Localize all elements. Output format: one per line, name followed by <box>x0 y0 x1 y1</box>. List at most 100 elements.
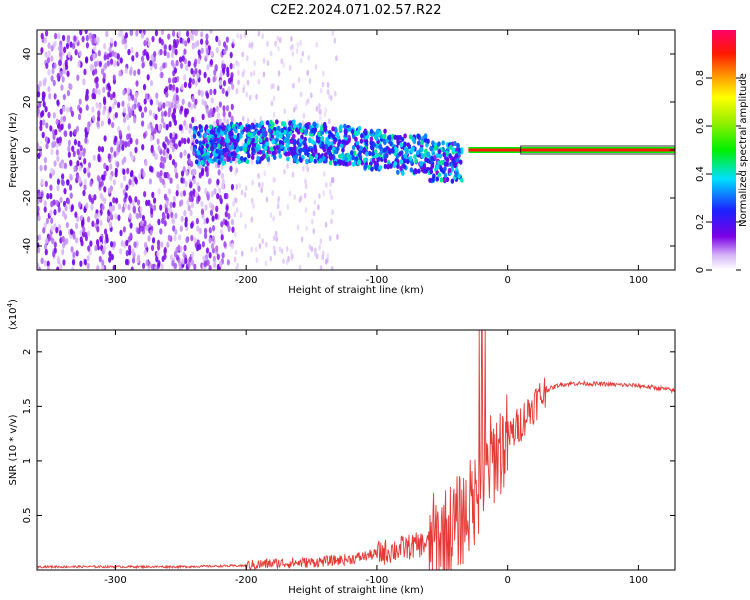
heatmap-cell <box>220 234 224 241</box>
heatmap-cell <box>151 191 155 199</box>
heatmap-cell <box>276 85 280 92</box>
heatmap-cell <box>302 139 306 146</box>
heatmap-cell <box>179 152 183 159</box>
heatmap-cell <box>324 221 328 228</box>
heatmap-cell <box>333 37 337 44</box>
heatmap-cell <box>51 67 55 75</box>
heatmap-cell <box>229 165 233 172</box>
heatmap-cell <box>429 169 434 175</box>
heatmap-cell <box>44 105 48 113</box>
heatmap-cell <box>183 149 187 156</box>
heatmap-cell <box>406 142 411 148</box>
heatmap-cell <box>251 147 255 153</box>
heatmap-cell <box>169 201 173 209</box>
heatmap-cell <box>158 37 162 44</box>
heatmap-cell <box>235 137 240 143</box>
heatmap-cell <box>270 100 274 107</box>
heatmap-cell <box>295 127 299 133</box>
heatmap-cell <box>315 105 319 112</box>
heatmap-cell <box>426 152 431 158</box>
heatmap-cell <box>114 111 118 119</box>
heatmap-cell <box>121 33 125 40</box>
heatmap-cell <box>82 78 86 85</box>
heatmap-cell <box>158 101 162 109</box>
heatmap-cell <box>127 124 131 132</box>
heatmap-cell <box>241 51 244 58</box>
heatmap-cell <box>272 234 276 241</box>
heatmap-cell <box>81 35 85 43</box>
heatmap-cell <box>389 163 393 169</box>
heatmap-cell <box>211 110 215 118</box>
heatmap-cell <box>233 231 237 238</box>
heatmap-cell <box>210 242 215 250</box>
heatmap-cell <box>114 167 118 175</box>
heatmap-cell <box>163 44 168 51</box>
heatmap-cell <box>122 89 126 96</box>
heatmap-cell <box>107 118 111 125</box>
heatmap-cell <box>105 30 109 38</box>
heatmap-cell <box>143 219 147 227</box>
heatmap-cell <box>145 259 149 267</box>
heatmap-cell <box>90 197 95 205</box>
heatmap-cell <box>109 174 113 181</box>
heatmap-cell <box>204 204 208 211</box>
heatmap-cell <box>331 30 335 37</box>
heatmap-cell <box>213 88 217 95</box>
heatmap-cell <box>143 190 147 198</box>
heatmap-cell <box>178 261 182 268</box>
heatmap-cell <box>369 140 374 146</box>
heatmap-cell <box>68 184 73 191</box>
heatmap-cell <box>184 111 188 118</box>
heatmap-cell <box>201 167 205 174</box>
heatmap-cell <box>150 146 154 154</box>
x-tick-label: 0 <box>504 275 510 286</box>
colorbar-tick-label: 0 <box>695 267 706 273</box>
heatmap-cell <box>272 95 276 102</box>
heatmap-cell <box>50 217 54 224</box>
heatmap-cell <box>187 261 191 268</box>
snr-x-axis: -300 -200 -100 0 100 <box>104 330 648 586</box>
heatmap-cell <box>64 59 68 67</box>
heatmap-cell <box>73 139 78 146</box>
heatmap-cell <box>43 164 48 171</box>
heatmap-cell <box>189 144 194 151</box>
svg-text:(x104): (x104) <box>6 299 19 330</box>
heatmap-cell <box>411 136 416 142</box>
heatmap-cell <box>73 128 77 136</box>
heatmap-cell <box>430 163 435 169</box>
heatmap-cell <box>282 61 286 68</box>
heatmap-cell <box>258 137 263 143</box>
heatmap-cell <box>138 172 142 180</box>
heatmap-cell <box>459 177 464 183</box>
heatmap-cell <box>310 246 314 253</box>
heatmap-cell <box>47 50 51 57</box>
heatmap-cell <box>125 239 129 247</box>
heatmap-cell <box>415 150 420 156</box>
heatmap-cell <box>276 125 281 131</box>
heatmap-cell <box>84 137 88 144</box>
heatmap-cell <box>97 110 101 117</box>
heatmap-cell <box>77 140 81 148</box>
heatmap-cell <box>131 248 135 255</box>
heatmap-cell <box>208 237 212 244</box>
heatmap-cell <box>128 213 132 220</box>
heatmap-cell <box>189 190 193 197</box>
heatmap-cell <box>131 257 136 264</box>
heatmap-cell <box>59 196 63 204</box>
heatmap-cell <box>192 146 197 152</box>
heatmap-cell <box>50 200 54 208</box>
heatmap-cell <box>147 199 151 207</box>
heatmap-cell <box>138 30 142 34</box>
heatmap-cell <box>160 111 165 118</box>
heatmap-cell <box>161 217 165 225</box>
heatmap-cell <box>347 138 351 144</box>
heatmap-cell <box>329 94 333 101</box>
heatmap-cell <box>291 50 295 57</box>
heatmap-cell <box>215 148 219 154</box>
heatmap-cell <box>309 155 314 161</box>
heatmap-cell <box>317 131 321 137</box>
heatmap-cell <box>256 130 261 136</box>
heatmap-cell <box>79 107 83 114</box>
heatmap-cell <box>328 235 332 242</box>
